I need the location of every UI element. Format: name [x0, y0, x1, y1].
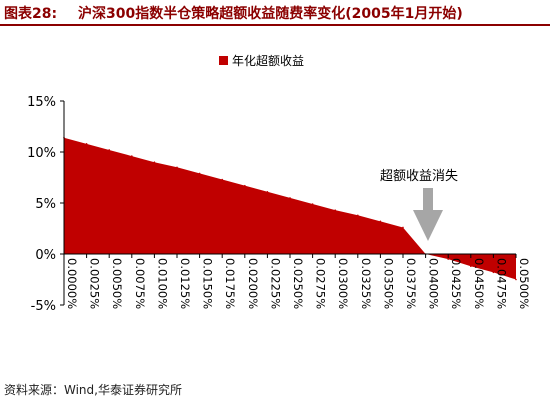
x-tick-label: 0.0000% [65, 258, 79, 309]
data-point [470, 265, 472, 268]
data-point [131, 155, 133, 157]
data-point [108, 149, 110, 151]
y-tick-label: 5% [35, 197, 56, 212]
area-chart: 年化超额收益 15% 10% 5% 0% -5% 0.0000% 0.0025% 0.005… [27, 53, 531, 314]
x-tick-label: 0.0400% [427, 258, 441, 309]
figure-header: 图表28: 沪深300指数半仓策略超额收益随费率变化(2005年1月开始) [0, 0, 550, 26]
x-tick-label: 0.0350% [381, 258, 395, 309]
data-point [198, 172, 201, 175]
x-tick-label: 0.0025% [88, 258, 102, 309]
y-tick-label: 10% [27, 146, 56, 161]
area-series [64, 137, 516, 280]
source-note: 资料来源：Wind,华泰证券研究所 [4, 383, 182, 397]
y-tick-label: -5% [31, 299, 56, 314]
y-axis: 15% 10% 5% 0% -5% [27, 95, 65, 314]
x-tick-label: 0.0100% [155, 258, 169, 309]
data-point [244, 184, 246, 187]
x-tick-label: 0.0275% [314, 258, 328, 309]
y-tick-label: 0% [35, 248, 56, 263]
plot-area [63, 136, 517, 281]
x-tick-label: 0.0250% [291, 258, 305, 309]
legend-swatch [219, 56, 228, 65]
data-point [447, 258, 450, 260]
x-tick-label: 0.0475% [494, 258, 508, 309]
x-tick-label: 0.0075% [133, 258, 147, 309]
data-point [379, 220, 382, 223]
x-tick-label: 0.0225% [268, 258, 282, 309]
figure-title: 沪深300指数半仓策略超额收益随费率变化(2005年1月开始) [78, 6, 463, 22]
data-point [221, 178, 223, 181]
x-tick-label: 0.0300% [336, 258, 350, 309]
x-tick-label: 0.0125% [178, 258, 192, 309]
data-point [402, 226, 404, 229]
x-tick-label: 0.0325% [359, 258, 373, 309]
x-tick-label: 0.0425% [449, 258, 463, 309]
x-tick-label: 0.0150% [201, 258, 215, 309]
x-tick-label: 0.0450% [472, 258, 486, 309]
data-point [492, 271, 495, 274]
legend: 年化超额收益 [219, 53, 304, 68]
data-point [289, 197, 291, 199]
annotation: 超额收益消失 [380, 169, 458, 241]
y-tick-label: 15% [27, 95, 56, 110]
down-arrow-icon [413, 188, 443, 241]
legend-label: 年化超额收益 [232, 53, 304, 68]
annotation-label: 超额收益消失 [380, 169, 458, 184]
data-point [176, 166, 178, 169]
figure-number: 图表28: [4, 6, 58, 22]
data-point [334, 209, 337, 211]
data-point [311, 203, 314, 205]
data-point [266, 190, 269, 193]
x-tick-label: 0.0500% [517, 258, 531, 309]
x-axis: 0.0000% 0.0025% 0.0050% 0.0075% 0.0100% 0.012… [63, 253, 531, 309]
x-tick-label: 0.0200% [246, 258, 260, 309]
x-tick-label: 0.0375% [404, 258, 418, 309]
x-tick-label: 0.0050% [110, 258, 124, 309]
data-point [85, 143, 88, 145]
data-point [357, 214, 359, 217]
data-point [515, 278, 517, 281]
data-point [153, 161, 156, 163]
x-tick-label: 0.0175% [223, 258, 237, 309]
